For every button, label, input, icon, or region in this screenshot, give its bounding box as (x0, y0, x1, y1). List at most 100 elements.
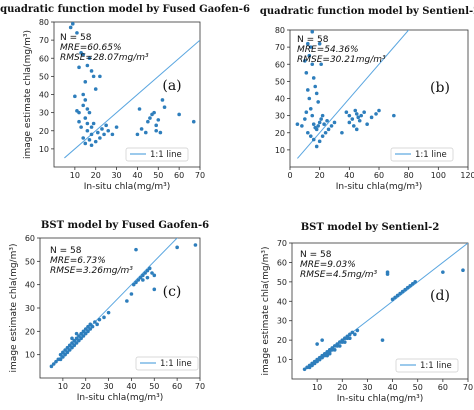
data-point (91, 74, 96, 79)
data-point (152, 110, 156, 115)
data-point (308, 45, 313, 49)
data-point (88, 322, 93, 327)
x-tick-label: 70 (195, 382, 205, 391)
data-point (322, 353, 327, 358)
x-tick-label: 50 (413, 383, 423, 392)
y-tick-label: 40 (25, 281, 35, 290)
x-tick-label: 10 (312, 383, 322, 392)
data-point (307, 53, 312, 58)
data-point (330, 346, 335, 350)
data-point (357, 118, 362, 123)
y-tick-label: 10 (25, 351, 35, 360)
data-point (315, 357, 319, 362)
data-point (337, 340, 342, 344)
data-point (143, 130, 148, 135)
data-point (353, 332, 357, 337)
stat-line: MRE=6.73% (50, 256, 106, 266)
data-point (354, 127, 359, 132)
x-axis-label: In-situ chla(mg/m³) (336, 182, 422, 192)
data-point (403, 287, 407, 292)
stat-line: N = 58 (300, 250, 332, 260)
data-point (137, 107, 142, 111)
data-point (160, 98, 165, 102)
x-tick-label: 20 (337, 383, 347, 392)
data-point (98, 74, 102, 79)
data-point (87, 56, 92, 61)
y-tick-label: 70 (275, 43, 285, 52)
data-point (114, 125, 119, 129)
data-point (67, 343, 72, 348)
data-point (323, 130, 328, 135)
x-tick-label: 100 (431, 171, 446, 180)
data-point (193, 243, 198, 247)
data-point (311, 137, 316, 142)
data-point (393, 295, 397, 300)
y-axis-label: image estimate chla(mg/m³) (261, 247, 271, 376)
data-point (58, 357, 63, 362)
data-point (162, 105, 167, 109)
data-point (136, 278, 141, 282)
data-point (134, 280, 138, 285)
data-point (152, 273, 157, 278)
data-point (81, 136, 85, 140)
data-point (138, 275, 143, 280)
data-point (86, 329, 90, 334)
data-point (314, 144, 319, 149)
data-point (374, 112, 378, 116)
data-point (54, 359, 58, 364)
data-point (83, 331, 88, 336)
data-point (314, 127, 319, 132)
legend-label: 1:1 line (415, 150, 447, 160)
panel-label: (a) (162, 78, 181, 94)
y-tick-label: 30 (25, 304, 35, 313)
data-point (413, 280, 418, 284)
x-tick-label: 60 (174, 171, 184, 180)
data-point (329, 124, 334, 128)
legend-box (395, 358, 459, 373)
data-point (390, 297, 395, 302)
data-point (191, 119, 196, 124)
x-tick-label: 70 (463, 383, 473, 392)
data-point (319, 62, 323, 67)
data-point (317, 41, 322, 46)
data-point (135, 132, 140, 137)
legend-label: 1:1 line (150, 150, 182, 160)
chart-title: BST model by Sentienl-2 (301, 222, 440, 233)
data-point (79, 125, 83, 129)
y-tick-label: 10 (275, 146, 285, 155)
data-point (300, 124, 304, 128)
y-tick-label: 20 (25, 327, 35, 336)
y-tick-label: 30 (275, 112, 285, 121)
x-axis-label: In-situ chla(mg/m³) (337, 394, 423, 404)
data-point (400, 289, 405, 294)
data-point (67, 348, 72, 352)
data-point (150, 271, 154, 275)
y-tick-label: 40 (39, 91, 49, 100)
data-point (81, 334, 86, 338)
data-point (317, 120, 322, 125)
x-tick-label: 70 (195, 171, 205, 180)
y-tick-label: 30 (39, 109, 49, 118)
stat-line: MRE=54.36% (297, 45, 359, 55)
y-tick-label: 10 (277, 356, 287, 365)
data-point (320, 353, 324, 358)
y-tick-label: 80 (275, 26, 285, 35)
data-point (85, 63, 90, 68)
data-point (355, 328, 360, 333)
y-tick-label: 50 (275, 77, 285, 86)
data-point (72, 338, 77, 343)
data-point (79, 336, 83, 341)
data-point (89, 69, 94, 73)
data-point (348, 336, 352, 341)
data-point (304, 71, 309, 75)
stat-line: N = 58 (297, 35, 329, 45)
data-point (58, 352, 63, 357)
x-tick-label: 40 (132, 171, 142, 180)
data-point (304, 110, 309, 114)
x-tick-label: 50 (153, 171, 163, 180)
data-point (77, 65, 81, 70)
data-point (70, 22, 75, 26)
data-point (70, 336, 74, 341)
one-to-one-line (297, 30, 410, 159)
x-tick-label: 30 (111, 171, 121, 180)
